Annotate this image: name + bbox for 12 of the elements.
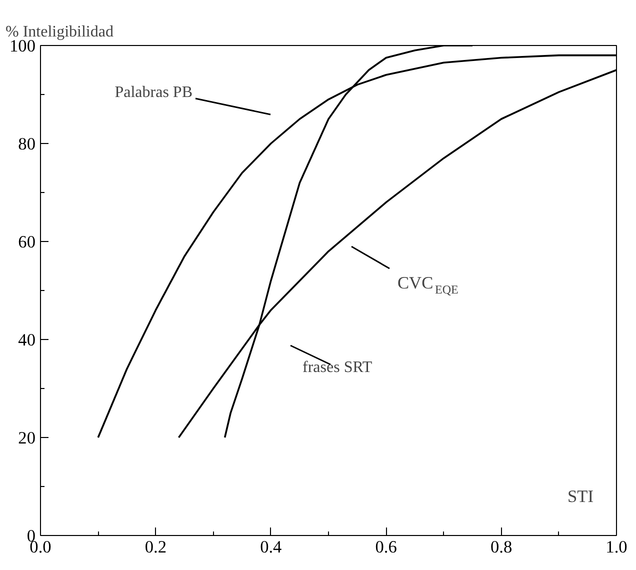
annotation: frases SRT	[302, 359, 372, 376]
y-tick-label: 60	[18, 232, 36, 252]
x-tick-label: 0.8	[490, 538, 512, 556]
annotation: Palabras PB	[114, 84, 193, 101]
x-tick-label: 1.0	[606, 538, 628, 556]
x-tick-label: 0.2	[144, 538, 167, 556]
x-tick-label: 0.4	[260, 538, 282, 556]
x-axis-title: STI	[567, 487, 594, 506]
y-tick-label: 20	[18, 428, 36, 448]
x-tick-label: 0.6	[375, 538, 398, 556]
y-tick-label: 80	[18, 134, 36, 154]
y-tick-label: 40	[18, 330, 36, 350]
